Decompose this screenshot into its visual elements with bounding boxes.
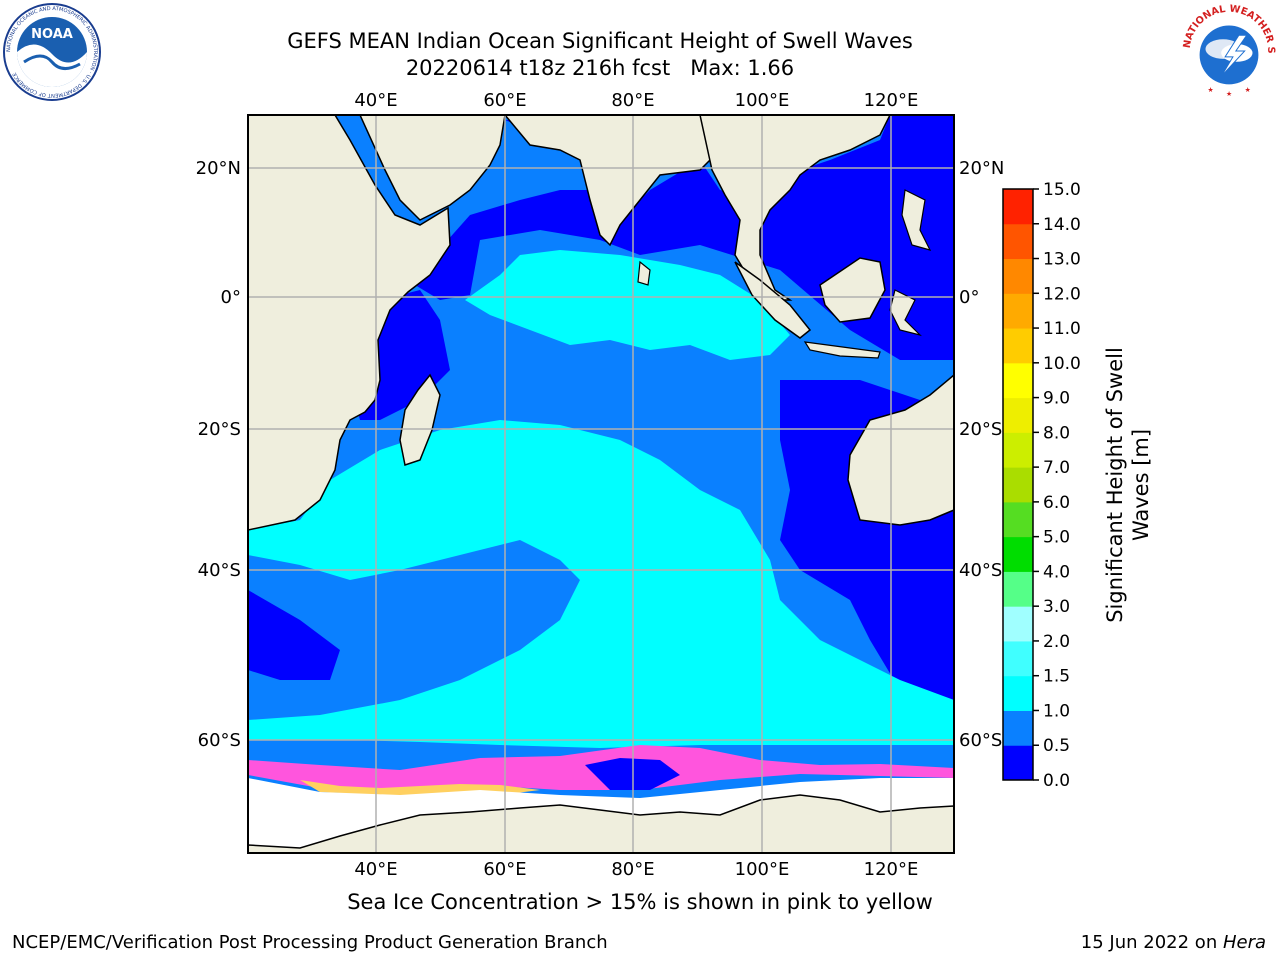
lon-tick-top: 60°E (483, 90, 526, 111)
land-java (803, 341, 881, 359)
colorbar-frame (1002, 188, 1034, 781)
colorbar-segment (1003, 710, 1033, 746)
colorbar-tick-label: 0.5 (1043, 736, 1070, 756)
lon-tick-top: 100°E (735, 90, 790, 111)
colorbar-segment (1003, 189, 1033, 225)
lat-tick-left: 60°S (198, 730, 241, 751)
map-plot-area (248, 115, 954, 853)
swell-band-0-0.5-southwest (248, 590, 340, 680)
land-australia (847, 374, 954, 526)
colorbar-segment (1003, 362, 1033, 399)
colorbar-tick-label: 1.0 (1043, 701, 1070, 721)
noaa-logo: NATIONAL OCEANIC AND ATMOSPHERIC ADMINIS… (3, 3, 101, 101)
footer-date: 15 Jun 2022 on Hera (1081, 932, 1266, 953)
nws-logo: NATIONAL WEATHER SERVICE ★ ★ ★ (1180, 2, 1276, 98)
colorbar-tick-label: 14.0 (1043, 215, 1081, 235)
colorbar-segment (1003, 467, 1033, 503)
colorbar-tick-label: 6.0 (1043, 493, 1070, 513)
svg-text:★: ★ (1226, 90, 1232, 98)
colorbar-tick-label: 10.0 (1043, 354, 1081, 374)
land-madagascar (399, 373, 441, 466)
colorbar-segment (1003, 223, 1033, 260)
colorbar-ticks: 0.0 0.5 1.0 1.5 2.0 3.0 4.0 5.0 6.0 7.0 8.0 9.0 10.0… (1033, 180, 1081, 791)
lat-tick-right: 0° (959, 287, 979, 308)
land-sulawesi (889, 289, 922, 337)
colorbar-label-line1: Significant Height of Swell (1103, 347, 1127, 623)
colorbar-tick-label: 7.0 (1043, 458, 1070, 478)
colorbar-tick-label: 9.0 (1043, 389, 1070, 409)
land-antarctica (248, 794, 954, 853)
chart-title: GEFS MEAN Indian Ocean Significant Heigh… (287, 29, 913, 53)
lon-tick-bottom: 40°E (354, 859, 397, 880)
colorbar-tick-label: 2.0 (1043, 632, 1070, 652)
colorbar-segment (1003, 432, 1033, 468)
lat-tick-right: 20°S (959, 419, 1002, 440)
colorbar-tick-label: 13.0 (1043, 250, 1081, 270)
colorbar-segment (1003, 675, 1033, 711)
colorbar-tick-label: 4.0 (1043, 562, 1070, 582)
noaa-wordmark: NOAA (31, 27, 73, 42)
colorbar (1003, 189, 1033, 781)
colorbar-segment (1003, 501, 1033, 538)
colorbar-tick-label: 0.0 (1043, 771, 1070, 791)
land-southeast-asia (699, 115, 891, 301)
colorbar-tick-label: 1.5 (1043, 667, 1070, 687)
swell-band-1.0-1.5-southern (248, 420, 954, 748)
land-sri-lanka (637, 260, 651, 286)
lat-tick-right: 60°S (959, 730, 1002, 751)
colorbar-segment (1003, 293, 1033, 329)
colorbar-segment (1003, 536, 1033, 572)
colorbar-tick-label: 12.0 (1043, 284, 1081, 304)
colorbar-tick-label: 3.0 (1043, 597, 1070, 617)
colorbar-segment (1003, 640, 1033, 677)
colorbar-segment (1003, 258, 1033, 294)
lat-tick-left: 0° (221, 287, 241, 308)
lon-tick-top: 80°E (611, 90, 654, 111)
svg-text:★: ★ (1245, 86, 1251, 94)
lat-tick-left: 20°S (198, 419, 241, 440)
colorbar-label-line2: Waves [m] (1129, 429, 1153, 541)
colorbar-tick-label: 8.0 (1043, 423, 1070, 443)
land-borneo (819, 257, 886, 323)
footer-host: Hera (1222, 932, 1266, 953)
land-sumatra (734, 261, 812, 339)
map-frame (247, 114, 955, 854)
lon-tick-bottom: 120°E (864, 859, 919, 880)
sea-ice-caption: Sea Ice Concentration > 15% is shown in … (347, 890, 933, 914)
footer-branch: NCEP/EMC/Verification Post Processing Pr… (12, 932, 608, 953)
lat-tick-right: 40°S (959, 560, 1002, 581)
lon-tick-bottom: 60°E (483, 859, 526, 880)
colorbar-tick-label: 11.0 (1043, 319, 1081, 339)
chart-subtitle: 20220614 t18z 216h fcst Max: 1.66 (405, 56, 795, 80)
lon-tick-bottom: 80°E (611, 859, 654, 880)
lon-tick-top: 120°E (864, 90, 919, 111)
colorbar-tick-label: 15.0 (1043, 180, 1081, 200)
colorbar-segment (1003, 606, 1033, 642)
land-africa (248, 115, 451, 531)
swell-band-1.0-1.5-equatorial (465, 250, 790, 360)
swell-band-0-0.5-north (415, 115, 954, 360)
colorbar-segment (1003, 571, 1033, 607)
land-philippines (901, 189, 932, 251)
footer-date-text: 15 Jun 2022 on (1080, 932, 1223, 953)
lat-tick-left: 40°S (198, 560, 241, 581)
lat-tick-left: 20°N (196, 158, 241, 179)
lon-tick-bottom: 100°E (735, 859, 790, 880)
map-gridlines (248, 115, 954, 853)
lat-tick-right: 20°N (959, 158, 1004, 179)
svg-text:★: ★ (1207, 86, 1213, 94)
colorbar-segment (1003, 328, 1033, 364)
colorbar-segment (1003, 745, 1033, 781)
colorbar-tick-label: 5.0 (1043, 528, 1070, 548)
colorbar-segment (1003, 397, 1033, 433)
lon-tick-top: 40°E (354, 90, 397, 111)
